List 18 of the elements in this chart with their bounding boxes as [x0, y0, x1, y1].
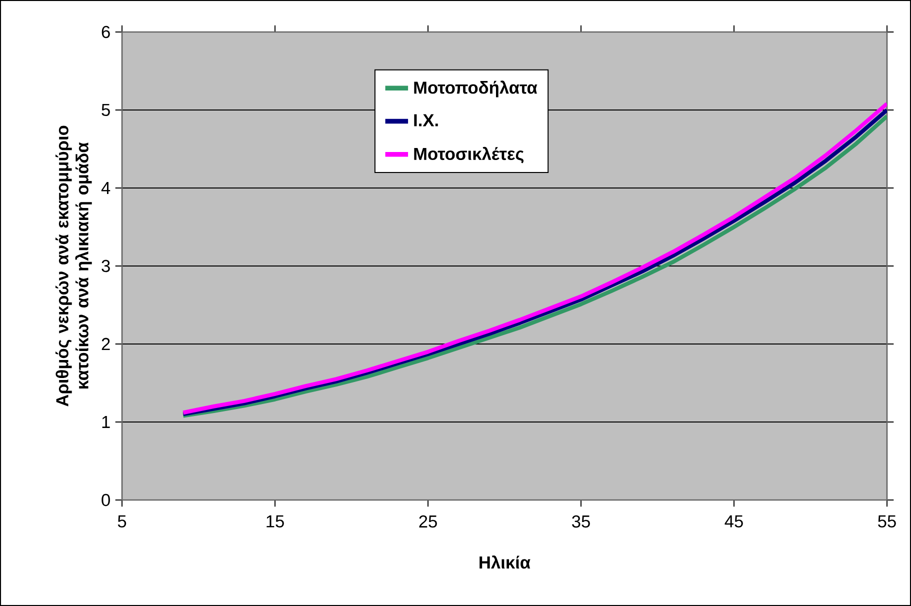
x-tick-label: 25 — [419, 515, 437, 528]
y-axis-title: Αριθμός νεκρών ανά εκατομμύριο κατοίκων ανά ηλικιακή ομάδα — [55, 126, 92, 406]
x-tick-label: 5 — [118, 515, 126, 528]
x-axis-title: Ηλικία — [480, 555, 530, 569]
y-tick-label: 2 — [102, 338, 110, 350]
y-tick-label: 5 — [102, 104, 110, 116]
y-tick-label: 4 — [101, 182, 110, 194]
x-tick-label: 55 — [878, 515, 896, 528]
legend-label: Μοτοσικλέτες — [414, 146, 524, 164]
x-tick-label: 35 — [572, 515, 590, 528]
y-tick-label: 3 — [102, 260, 110, 272]
y-tick-label: 0 — [102, 494, 110, 506]
legend-label: Ι.Χ. — [414, 114, 438, 126]
y-tick-label: 1 — [102, 416, 110, 428]
x-tick-label: 45 — [724, 515, 743, 528]
y-tick-label: 6 — [102, 26, 110, 38]
legend-label: Μοτοποδήλατα — [414, 80, 538, 98]
x-tick-label: 15 — [266, 515, 284, 528]
